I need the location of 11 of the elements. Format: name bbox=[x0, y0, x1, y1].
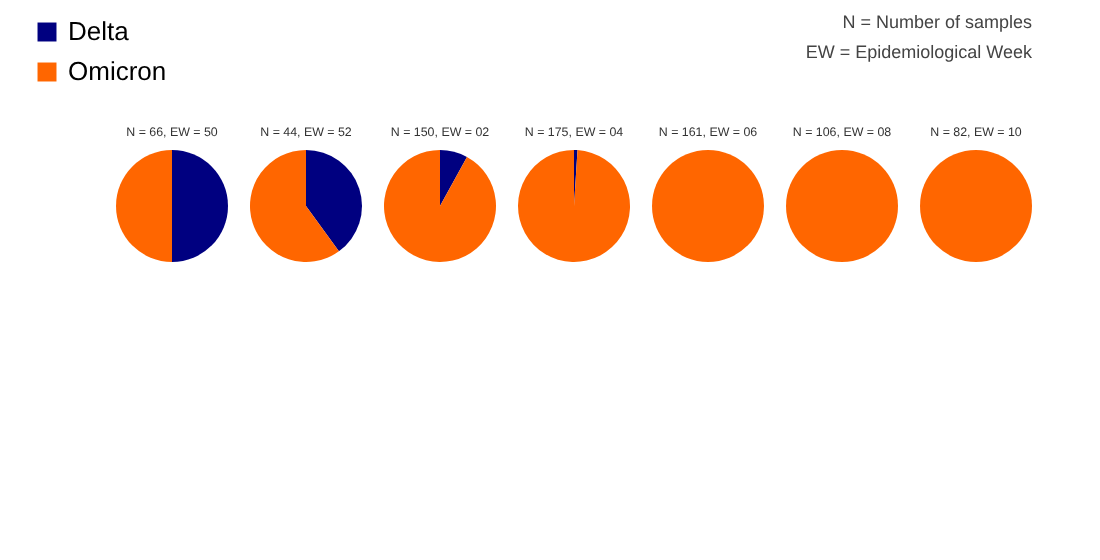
pie-slice bbox=[306, 150, 362, 252]
legend-label: Omicron bbox=[68, 56, 167, 86]
pie-slice bbox=[384, 150, 496, 262]
pie-slice bbox=[440, 150, 467, 206]
pie-slice bbox=[172, 150, 228, 262]
text: N = Number of samples bbox=[842, 11, 1033, 32]
pie-slice bbox=[250, 150, 339, 262]
text: EW = Epidemiological Week bbox=[805, 41, 1033, 62]
pie-slice bbox=[116, 150, 172, 262]
pie-slice bbox=[518, 150, 630, 262]
legend-label: Delta bbox=[68, 16, 131, 46]
